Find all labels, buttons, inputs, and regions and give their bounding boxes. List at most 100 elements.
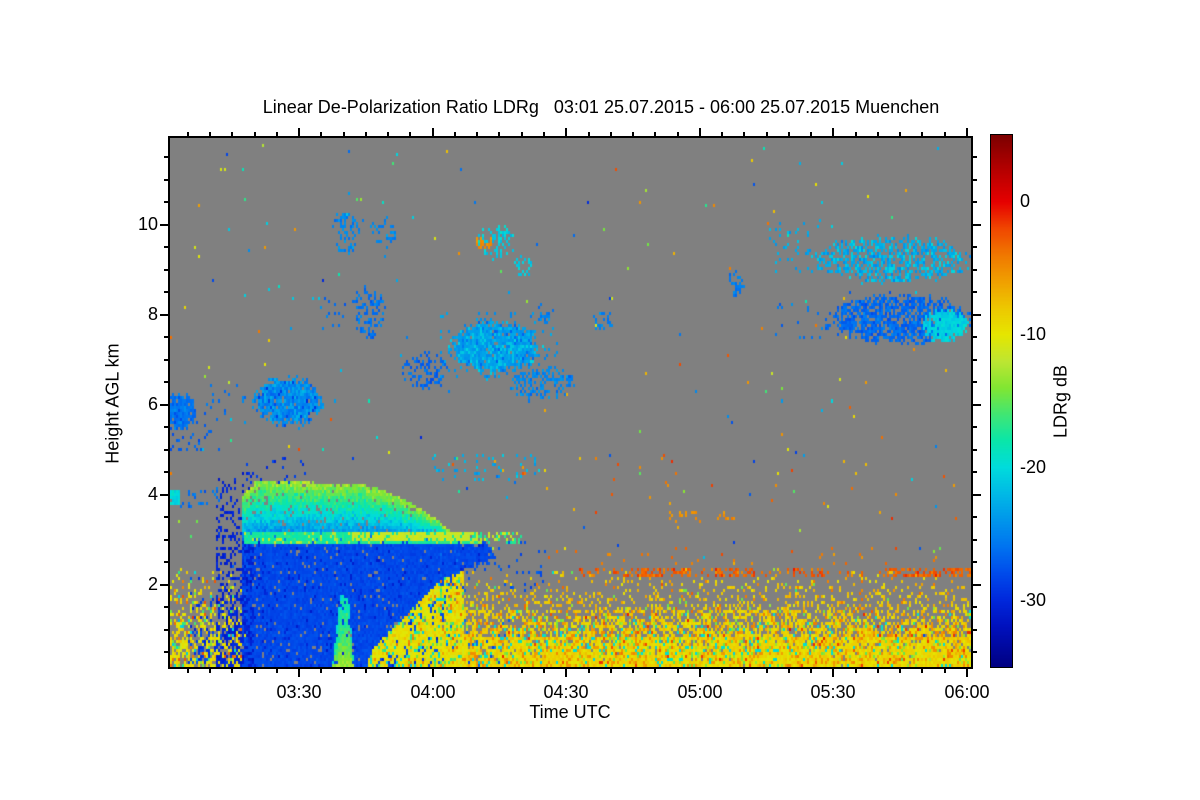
axis-tick [187,669,189,673]
x-tick-label: 06:00 [944,682,990,702]
axis-tick [164,426,168,428]
axis-tick [432,669,434,677]
axis-tick [973,471,977,473]
axis-tick [973,651,977,653]
axis-tick [164,449,168,451]
axis-tick [973,629,977,631]
axis-tick [209,132,211,136]
axis-tick [966,669,968,677]
y-tick-label: 8 [147,304,158,324]
axis-tick [276,132,278,136]
axis-tick [877,132,879,136]
axis-tick [521,669,523,673]
colorbar-tick-label: 0 [1020,191,1031,211]
colorbar-tick-label: -20 [1020,457,1047,477]
axis-tick [610,132,612,136]
axis-tick [565,128,567,136]
y-tick-label: 4 [147,484,158,504]
axis-tick [973,269,977,271]
axis-tick [973,314,981,316]
axis-tick [973,561,977,563]
axis-tick [276,669,278,673]
axis-tick [209,669,211,673]
axis-tick [160,314,168,316]
x-tick-label: 04:30 [543,682,589,702]
axis-tick [160,404,168,406]
axis-tick [164,179,168,181]
axis-tick [164,359,168,361]
axis-tick [632,132,634,136]
x-tick-label: 04:00 [410,682,456,702]
axis-tick [973,291,977,293]
colorbar-canvas [991,135,1012,667]
axis-tick [973,359,977,361]
axis-tick [320,132,322,136]
axis-tick [855,669,857,673]
axis-tick [164,561,168,563]
axis-tick [164,516,168,518]
axis-tick [788,132,790,136]
axis-tick [343,132,345,136]
axis-tick [521,132,523,136]
axis-tick [973,426,977,428]
colorbar-tick-label: -30 [1020,590,1047,610]
axis-tick [766,132,768,136]
axis-tick [164,269,168,271]
axis-tick [721,669,723,673]
y-tick-label: 6 [147,394,158,414]
axis-tick [543,132,545,136]
axis-tick [973,381,977,383]
axis-tick [973,516,977,518]
axis-tick [387,132,389,136]
axis-tick [973,539,977,541]
axis-tick [187,132,189,136]
axis-tick [498,132,500,136]
axis-tick [832,128,834,136]
axis-tick [899,132,901,136]
axis-tick [320,669,322,673]
axis-tick [973,156,977,158]
x-tick-label: 05:30 [810,682,856,702]
axis-tick [699,128,701,136]
axis-tick [160,584,168,586]
axis-tick [231,132,233,136]
axis-tick [231,669,233,673]
axis-tick [164,471,168,473]
axis-tick [254,132,256,136]
axis-tick [855,132,857,136]
axis-tick [810,132,812,136]
axis-tick [164,201,168,203]
axis-tick [164,629,168,631]
axis-tick [164,156,168,158]
axis-tick [810,669,812,673]
axis-tick [164,336,168,338]
axis-tick [743,132,745,136]
axis-tick [973,449,977,451]
axis-tick [543,669,545,673]
axis-tick [298,128,300,136]
axis-tick [654,132,656,136]
axis-tick [877,669,879,673]
axis-tick [498,669,500,673]
axis-tick [944,132,946,136]
axis-tick [973,336,977,338]
x-tick-label: 05:00 [677,682,723,702]
axis-tick [788,669,790,673]
axis-tick [454,132,456,136]
axis-tick [343,669,345,673]
axis-tick [164,246,168,248]
colorbar-tick-label: -10 [1020,324,1047,344]
axis-tick [721,132,723,136]
axis-tick [254,669,256,673]
chart-title: Linear De-Polarization Ratio LDRg 03:01 … [262,97,940,117]
axis-tick [164,651,168,653]
axis-tick [677,669,679,673]
colorbar-frame [990,134,1013,668]
axis-tick [409,132,411,136]
axis-tick [632,669,634,673]
axis-tick [365,132,367,136]
plot-frame [168,136,973,669]
axis-tick [476,132,478,136]
axis-tick [409,669,411,673]
